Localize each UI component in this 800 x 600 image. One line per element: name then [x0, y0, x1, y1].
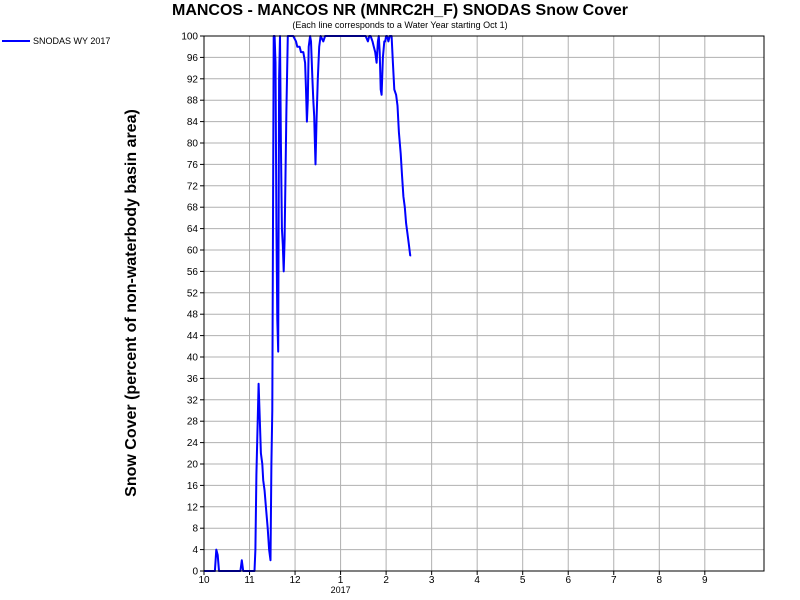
- legend-label: SNODAS WY 2017: [33, 36, 110, 46]
- y-tick-label: 12: [187, 502, 199, 513]
- legend: SNODAS WY 2017: [2, 36, 110, 46]
- x-tick-label: 7: [611, 575, 617, 586]
- x-tick-label: 12: [289, 575, 301, 586]
- y-tick-label: 28: [187, 417, 199, 428]
- y-tick-label: 4: [192, 545, 198, 556]
- y-tick-label: 76: [187, 160, 199, 171]
- x-tick-label: 5: [520, 575, 526, 586]
- y-tick-label: 0: [192, 567, 198, 578]
- x-tick-label: 4: [474, 575, 480, 586]
- grid: [203, 35, 764, 572]
- x-axis-ticks: 10 11 12 1 2 3 4 5 6 7 8 9: [198, 571, 708, 586]
- y-tick-label: 80: [187, 139, 199, 150]
- plot-frame: [203, 35, 765, 572]
- y-tick-label: 84: [187, 117, 199, 128]
- x-tick-label: 1: [338, 575, 344, 586]
- x-tick-label: 9: [702, 575, 708, 586]
- y-tick-label: 96: [187, 53, 199, 64]
- y-tick-label: 72: [187, 181, 199, 192]
- y-tick-label: 100: [181, 32, 198, 43]
- y-tick-label: 20: [187, 460, 199, 471]
- chart-title: MANCOS - MANCOS NR (MNRC2H_F) SNODAS Sno…: [171, 2, 628, 19]
- y-tick-label: 36: [187, 374, 199, 385]
- y-tick-label: 56: [187, 267, 199, 278]
- x-tick-label: 11: [244, 575, 255, 586]
- x-tick-label: 10: [198, 575, 210, 586]
- y-tick-label: 8: [192, 524, 198, 535]
- y-axis-ticks: 0481216202428323640444852566064687276808…: [181, 32, 204, 578]
- year-label: 2017: [331, 585, 351, 595]
- x-tick-label: 3: [429, 575, 435, 586]
- y-tick-label: 92: [187, 74, 199, 85]
- x-tick-label: 6: [565, 575, 571, 586]
- y-tick-label: 32: [187, 395, 199, 406]
- y-tick-label: 60: [187, 246, 199, 257]
- y-tick-label: 40: [187, 353, 199, 364]
- x-tick-label: 8: [657, 575, 663, 586]
- chart-subtitle: (Each line corresponds to a Water Year s…: [292, 20, 508, 30]
- x-tick-label: 2: [383, 575, 389, 586]
- y-tick-label: 24: [187, 438, 199, 449]
- y-tick-label: 52: [187, 288, 199, 299]
- y-tick-label: 64: [187, 224, 199, 235]
- y-tick-label: 48: [187, 310, 199, 321]
- y-tick-label: 88: [187, 96, 199, 107]
- plot-area: [204, 36, 764, 571]
- y-tick-label: 68: [187, 203, 199, 214]
- y-tick-label: 16: [187, 481, 199, 492]
- y-axis-label: Snow Cover (percent of non-waterbody bas…: [123, 109, 140, 497]
- y-tick-label: 44: [187, 331, 199, 342]
